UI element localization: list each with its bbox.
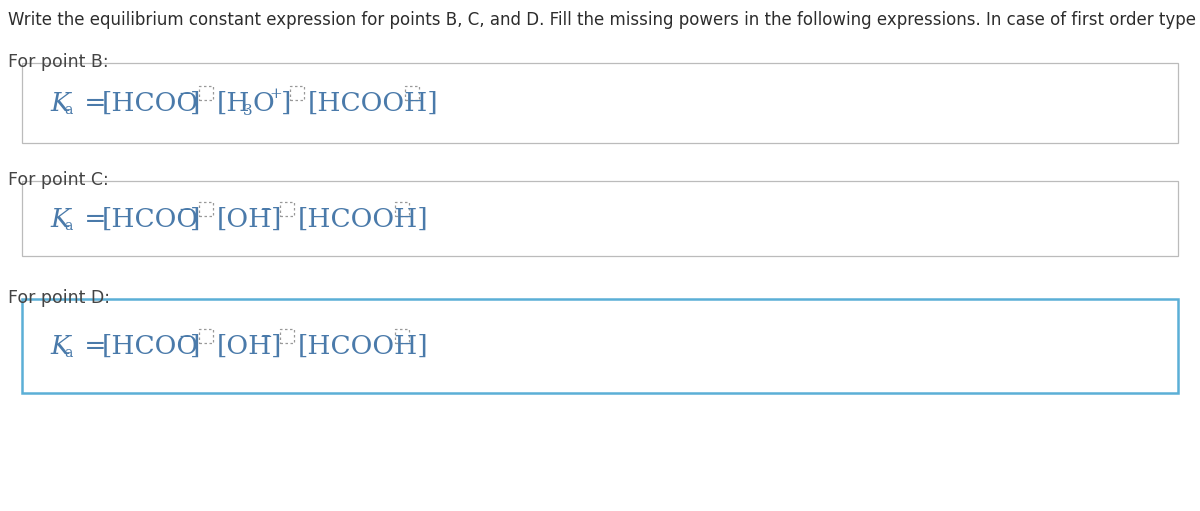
Text: ]: ]: [190, 206, 200, 231]
Text: −: −: [259, 330, 271, 344]
Text: −: −: [178, 87, 191, 101]
Text: For point B:: For point B:: [8, 53, 109, 71]
Text: K: K: [50, 334, 70, 359]
Bar: [406, 86, 419, 100]
Bar: [199, 202, 214, 216]
Text: K: K: [50, 90, 70, 115]
Text: ]: ]: [190, 90, 200, 115]
Bar: [22, 63, 1178, 143]
Text: [HCOO: [HCOO: [102, 90, 199, 115]
Text: [OH: [OH: [217, 334, 272, 359]
Text: K: K: [50, 206, 70, 231]
Bar: [199, 86, 214, 100]
Bar: [395, 329, 409, 343]
Text: O: O: [252, 90, 274, 115]
Bar: [280, 329, 294, 343]
Text: [HCOOH]: [HCOOH]: [298, 334, 428, 359]
Text: 3: 3: [242, 104, 253, 118]
Text: =: =: [76, 206, 115, 231]
Text: [HCOOH]: [HCOOH]: [298, 206, 428, 231]
Text: [HCOOH]: [HCOOH]: [308, 90, 439, 115]
Text: a: a: [64, 103, 72, 117]
Text: Write the equilibrium constant expression for points B, C, and D. Fill the missi: Write the equilibrium constant expressio…: [8, 11, 1200, 29]
Bar: [280, 202, 294, 216]
Text: ]: ]: [281, 90, 292, 115]
Text: For point D:: For point D:: [8, 289, 110, 307]
Text: [H: [H: [217, 90, 251, 115]
Bar: [199, 329, 214, 343]
Bar: [290, 86, 304, 100]
Text: ]: ]: [190, 334, 200, 359]
Text: +: +: [269, 87, 282, 101]
Bar: [22, 181, 1178, 256]
Text: −: −: [178, 203, 191, 217]
Text: For point C:: For point C:: [8, 171, 109, 189]
Text: a: a: [64, 219, 72, 233]
Bar: [395, 202, 409, 216]
Text: −: −: [178, 330, 191, 344]
Text: −: −: [259, 203, 271, 217]
Bar: [22, 299, 1178, 393]
Text: =: =: [76, 90, 115, 115]
Text: ]: ]: [271, 334, 281, 359]
Text: =: =: [76, 334, 115, 359]
Text: a: a: [64, 346, 72, 360]
Text: [HCOO: [HCOO: [102, 206, 199, 231]
Text: [HCOO: [HCOO: [102, 334, 199, 359]
Text: [OH: [OH: [217, 206, 272, 231]
Text: ]: ]: [271, 206, 281, 231]
